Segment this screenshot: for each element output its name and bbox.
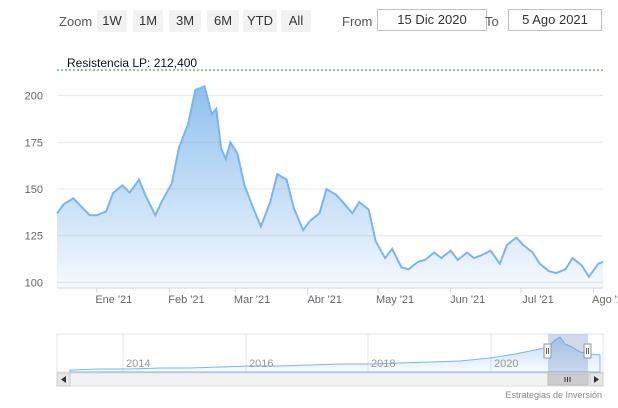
from-label: From xyxy=(342,14,373,29)
x-tick-label: May '21 xyxy=(376,294,414,306)
x-tick-label: Ene '21 xyxy=(95,294,132,306)
navigator-year-label: 2016 xyxy=(249,358,273,370)
y-tick-label: 100 xyxy=(25,277,43,289)
range-selector-toolbar: Zoom 1W 1M 3M 6M YTD All From To xyxy=(0,0,618,40)
to-label: To xyxy=(485,14,499,29)
x-axis-labels: Ene '21 Feb '21 Mar '21 Abr '21 May '21 Jun '… xyxy=(95,288,618,306)
navigator-left-handle[interactable] xyxy=(543,343,552,359)
to-date-input[interactable] xyxy=(508,9,602,31)
y-tick-label: 200 xyxy=(25,91,43,103)
resistance-label: Resistencia LP: 212,400 xyxy=(67,56,198,70)
scrollbar[interactable] xyxy=(56,372,604,387)
navigator[interactable]: 2014 2016 2018 2020 xyxy=(56,333,604,373)
scroll-right-arrow-icon xyxy=(594,376,599,383)
zoom-all-button[interactable]: All xyxy=(281,10,311,32)
from-date-input[interactable] xyxy=(377,9,487,31)
y-axis-labels: 100 125 150 175 200 xyxy=(25,91,43,290)
scroll-left-arrow-icon xyxy=(61,376,66,383)
zoom-label: Zoom xyxy=(59,14,93,29)
x-tick-label: Jul '21 xyxy=(522,294,553,306)
zoom-3m-button[interactable]: 3M xyxy=(169,10,201,32)
navigator-year-label: 2018 xyxy=(371,358,395,370)
price-line xyxy=(56,84,604,279)
navigator-selected-range[interactable] xyxy=(548,334,588,372)
navigator-year-labels: 2014 2016 2018 2020 xyxy=(126,358,518,370)
x-tick-label: Mar '21 xyxy=(234,294,270,306)
chart-credit: Estrategias de Inversión xyxy=(505,390,602,400)
x-tick-label: Abr '21 xyxy=(307,294,342,306)
navigator-right-handle[interactable] xyxy=(583,343,592,359)
navigator-year-label: 2020 xyxy=(494,358,518,370)
y-tick-label: 125 xyxy=(25,231,43,243)
price-area xyxy=(57,86,603,288)
y-tick-label: 175 xyxy=(25,137,43,149)
zoom-1w-button[interactable]: 1W xyxy=(97,10,127,32)
y-tick-label: 150 xyxy=(25,184,43,196)
scrollbar-track[interactable] xyxy=(56,372,604,387)
x-tick-label: Ago '21 xyxy=(592,294,618,306)
navigator-year-label: 2014 xyxy=(126,358,150,370)
zoom-ytd-button[interactable]: YTD xyxy=(243,10,277,32)
x-tick-label: Feb '21 xyxy=(168,294,204,306)
x-tick-label: Jun '21 xyxy=(450,294,485,306)
zoom-1m-button[interactable]: 1M xyxy=(133,10,163,32)
zoom-6m-button[interactable]: 6M xyxy=(207,10,239,32)
